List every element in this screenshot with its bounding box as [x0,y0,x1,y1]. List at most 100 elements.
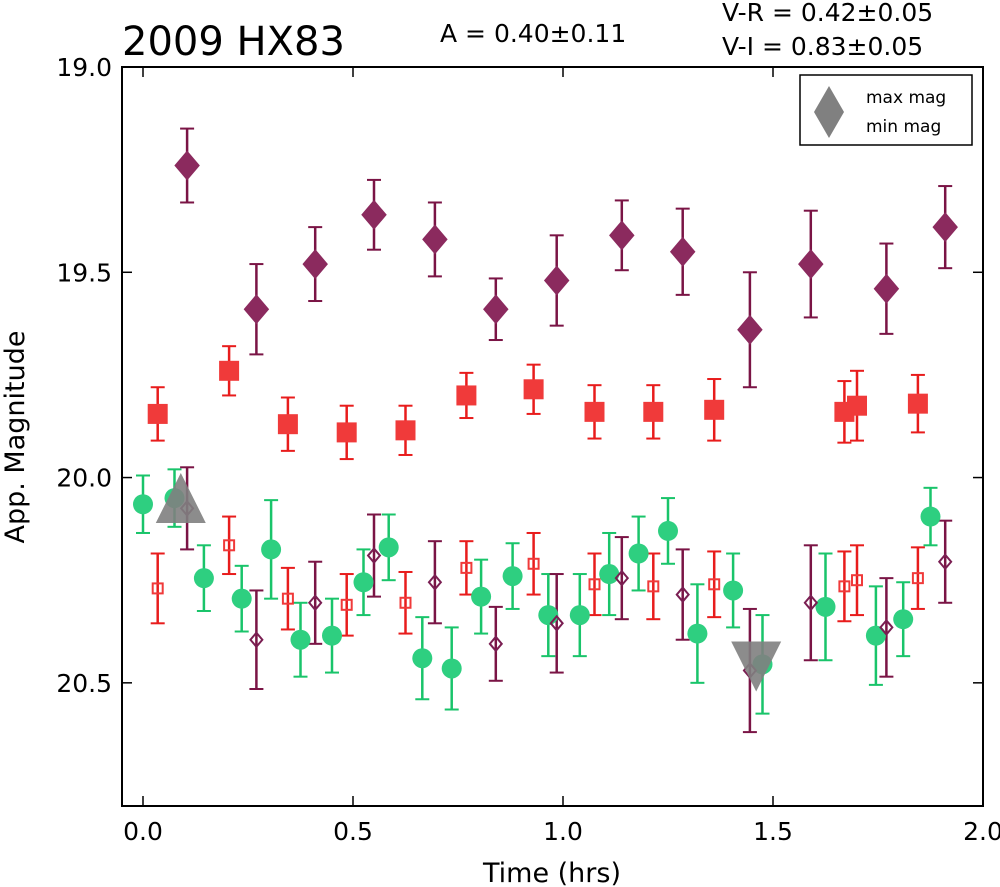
error-bar [549,573,564,674]
data-point [307,594,323,612]
extrema-markers [155,472,782,692]
x-tick-label: 0.5 [333,817,373,846]
x-tick-label: 1.5 [753,817,793,846]
data-point [628,543,649,564]
data-point [223,539,236,552]
max-mag-marker [155,472,206,523]
y-tick-label: 19.0 [56,53,112,82]
data-point [361,199,387,230]
data-point [704,399,725,420]
error-bar [308,560,323,645]
data-point [460,561,473,574]
axis-ticks: 0.0 0.5 1.0 1.5 2.0 19.0 19.5 20.0 20.5 [56,53,1000,846]
data-point [249,631,264,649]
error-bar [803,544,818,662]
data-point [798,249,824,280]
data-point [527,557,540,570]
data-point [483,294,509,325]
data-point [873,273,900,304]
x-tick-label: 1.0 [543,817,583,846]
error-bar [398,570,413,635]
data-point [366,547,382,565]
error-bar [614,536,629,621]
error-bar [675,548,690,641]
amplitude-label: A = 0.40±0.11 [440,19,626,48]
plot-frame [121,66,984,807]
data-point [937,553,953,571]
data-point [675,586,690,604]
data-point [549,614,564,632]
data-point [523,379,544,400]
error-bar [879,577,894,678]
error-bar [646,552,661,621]
data-point [193,568,214,589]
x-tick-label: 2.0 [963,817,1000,846]
data-point [243,294,270,325]
color-index-vi: V-I = 0.83±0.05 [722,32,923,61]
error-bar [587,552,602,617]
data-point [353,572,374,593]
data-point [609,220,635,251]
data-point [456,385,477,406]
y-tick-label: 19.5 [56,258,112,287]
error-bar [280,566,295,631]
data-point [133,494,153,515]
data-point [543,265,570,296]
chart-title: 2009 HX83 [122,19,345,65]
y-tick-label: 20.5 [56,669,112,698]
data-point [879,618,894,636]
data-point [261,539,282,560]
data-point [147,403,168,424]
error-bar [910,546,925,610]
data-point [907,393,928,414]
error-bar [488,605,503,682]
data-point [538,605,559,626]
data-point [588,578,601,591]
data-points [133,150,958,680]
x-tick-label: 0.0 [123,817,163,846]
data-point [932,212,958,243]
data-point [893,609,914,630]
data-point [151,582,164,595]
data-point [174,150,200,181]
data-point [395,420,416,441]
data-point [231,588,252,609]
data-point [911,572,924,585]
data-point [219,360,240,381]
data-point [427,573,443,591]
data-point [281,592,294,605]
error-bar [837,550,852,623]
data-point [847,395,867,416]
legend-max-label: max mag [866,88,946,108]
error-bar [707,550,722,619]
error-bar [339,573,354,637]
data-point [584,401,605,422]
data-point [851,574,863,587]
error-bars [136,127,953,734]
data-point [599,564,620,585]
data-point [471,586,492,607]
error-bar [427,540,442,625]
y-axis-label: App. Magnitude [0,331,31,544]
data-point [723,580,744,601]
data-point [412,648,433,669]
error-bar [850,544,864,617]
data-point [803,594,819,612]
error-bar [526,531,541,596]
data-point [838,580,851,593]
min-mag-marker [731,641,782,692]
data-point [336,422,357,443]
data-point [708,578,721,591]
data-point [614,569,630,587]
data-point [502,566,523,587]
data-point [399,596,412,609]
data-point [643,401,664,422]
data-point [815,596,836,617]
data-point [322,625,342,646]
data-point [669,236,696,267]
error-bar [459,540,474,596]
data-point [378,537,399,558]
data-point [920,506,941,527]
data-point [658,520,678,541]
